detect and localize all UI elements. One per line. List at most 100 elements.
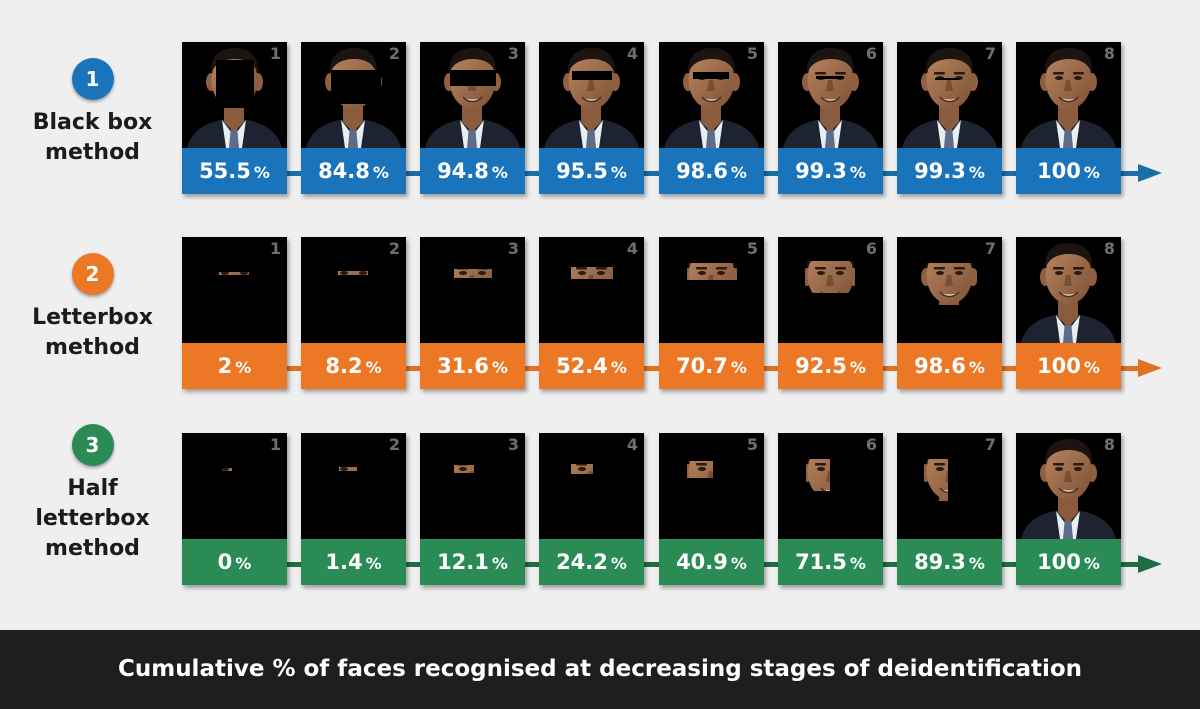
recognition-value-number: 92.5 (795, 354, 847, 378)
stage-photo (1016, 42, 1121, 148)
stage-card: 5 70.7% (659, 237, 764, 389)
arrow-head-icon (1138, 359, 1162, 377)
recognition-value-unit: % (730, 163, 747, 182)
portrait (571, 464, 593, 474)
recognition-value: 100% (1016, 343, 1121, 389)
recognition-value: 31.6% (420, 343, 525, 389)
stage-photo (182, 433, 287, 539)
recognition-value-unit: % (849, 554, 866, 573)
method-label-line: letterbox (35, 506, 150, 531)
stage-photo (539, 237, 644, 343)
recognition-value: 84.8% (301, 148, 406, 194)
stage-photo (778, 42, 883, 148)
recognition-value: 100% (1016, 539, 1121, 585)
stage-photo (420, 433, 525, 539)
recognition-value: 92.5% (778, 343, 883, 389)
visible-window (339, 467, 357, 471)
visible-window (806, 459, 830, 491)
stage-card: 6 92.5% (778, 237, 883, 389)
recognition-value-number: 70.7 (676, 354, 728, 378)
method-number-badge: 1 (71, 58, 114, 100)
stage-card: 6 71.5% (778, 433, 883, 585)
visible-window (338, 271, 368, 275)
portrait (687, 461, 713, 478)
recognition-value-number: 98.6 (676, 159, 728, 183)
method-number-badge: 2 (71, 253, 114, 295)
recognition-value-unit: % (1083, 554, 1100, 573)
stage-card: 1 0% (182, 433, 287, 585)
stage-number: 4 (626, 239, 638, 258)
stage-card: 4 52.4% (539, 237, 644, 389)
method-row-2: 2 Letterbox method 1 2% 2 8.2% 3 31.6% 4 52.4% 5 70.… (0, 233, 1200, 393)
recognition-value-unit: % (730, 358, 747, 377)
recognition-value: 98.6% (897, 343, 1002, 389)
stage-card: 7 99.3% (897, 42, 1002, 194)
stage-number: 6 (865, 435, 877, 454)
visible-window (454, 465, 474, 473)
stage-photo (182, 237, 287, 343)
stage-card: 7 89.3% (897, 433, 1002, 585)
stage-photo (420, 237, 525, 343)
method-row-1: 1 Black box method 1 55.5% 2 84.8% 3 94.8% 4 95.5%… (0, 38, 1200, 198)
stage-number: 8 (1103, 435, 1115, 454)
stage-photo (539, 42, 644, 148)
stage-photo (1016, 433, 1121, 539)
portrait (454, 465, 474, 473)
method-label-line: Black box (32, 110, 153, 135)
stage-number: 7 (984, 44, 996, 63)
recognition-value-unit: % (968, 358, 985, 377)
recognition-value: 99.3% (897, 148, 1002, 194)
recognition-value-unit: % (1083, 163, 1100, 182)
stage-photo (301, 433, 406, 539)
visible-window (571, 464, 593, 474)
recognition-value: 40.9% (659, 539, 764, 585)
recognition-value-unit: % (235, 358, 252, 377)
stage-photo (659, 237, 764, 343)
recognition-value: 12.1% (420, 539, 525, 585)
method-label: 1 Black box method (15, 58, 170, 168)
recognition-value: 0% (182, 539, 287, 585)
method-label-line: method (45, 335, 140, 360)
portrait (687, 263, 737, 280)
recognition-value-unit: % (968, 163, 985, 182)
method-label-line: method (45, 140, 140, 165)
visible-window (219, 272, 249, 275)
arrow-head-icon (1138, 164, 1162, 182)
stage-number: 5 (746, 435, 758, 454)
stage-number: 2 (388, 435, 400, 454)
black-box-overlay (450, 70, 496, 86)
arrow-head-icon (1138, 555, 1162, 573)
stage-number: 1 (269, 44, 281, 63)
black-box-overlay (693, 72, 729, 79)
stage-card: 3 31.6% (420, 237, 525, 389)
stage-number: 7 (984, 239, 996, 258)
portrait (454, 269, 492, 278)
stage-number: 3 (507, 44, 519, 63)
method-label: 3 Half letterbox method (15, 424, 170, 564)
stage-card: 6 99.3% (778, 42, 883, 194)
recognition-value-number: 52.4 (556, 354, 608, 378)
recognition-value-unit: % (610, 358, 627, 377)
recognition-value-number: 8.2 (325, 354, 363, 378)
portrait (571, 267, 613, 279)
recognition-value-unit: % (849, 358, 866, 377)
portrait (222, 468, 232, 471)
stage-number: 5 (746, 44, 758, 63)
recognition-value-unit: % (235, 554, 252, 573)
stage-number: 8 (1103, 239, 1115, 258)
black-box-overlay (572, 71, 612, 80)
stage-card: 8 100% (1016, 42, 1121, 194)
recognition-value-number: 2 (217, 354, 233, 378)
stage-card: 8 100% (1016, 237, 1121, 389)
recognition-value-unit: % (610, 554, 627, 573)
stage-photo (182, 42, 287, 148)
stage-card: 7 98.6% (897, 237, 1002, 389)
recognition-value-number: 40.9 (676, 550, 728, 574)
recognition-value-number: 89.3 (914, 550, 966, 574)
portrait (338, 271, 368, 275)
stage-photo (659, 433, 764, 539)
recognition-value-unit: % (491, 358, 508, 377)
method-row-3: 3 Half letterbox method 1 0% 2 1.4% 3 12.1% 4 24.2%… (0, 424, 1200, 589)
stage-photo (659, 42, 764, 148)
stage-card: 2 84.8% (301, 42, 406, 194)
